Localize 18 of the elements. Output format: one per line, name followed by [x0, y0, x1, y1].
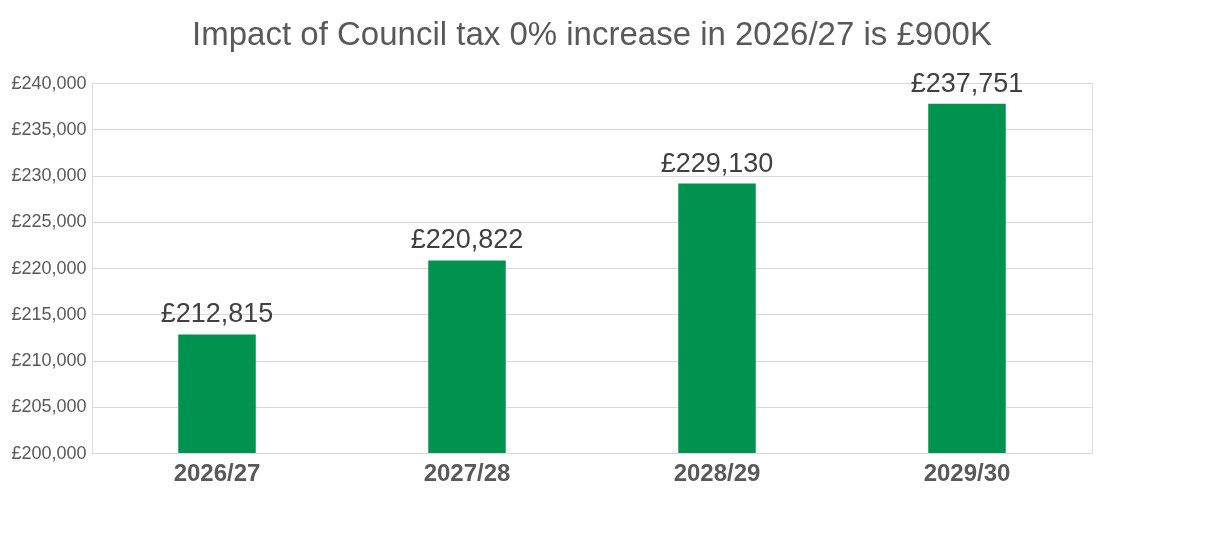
data-label: £220,822 — [410, 224, 524, 255]
data-label: £229,130 — [660, 147, 774, 178]
x-tick-label: 2028/29 — [673, 458, 761, 486]
y-tick-label: £210,000 — [11, 350, 87, 370]
y-tick-label: £225,000 — [11, 211, 87, 232]
x-tick-label: 2026/27 — [173, 458, 261, 486]
y-tick-label: £215,000 — [11, 303, 87, 324]
x-tick-label: 2027/28 — [423, 458, 511, 486]
chart-title: Impact of Council tax 0% increase in 2026/27 is £900K — [192, 14, 992, 52]
data-label: £212,815 — [160, 298, 274, 329]
data-label: £237,751 — [910, 67, 1024, 98]
y-tick-label: £220,000 — [11, 257, 87, 278]
y-tick-label: £200,000 — [11, 442, 87, 463]
y-tick-label: £205,000 — [11, 396, 87, 417]
y-tick-label: £230,000 — [11, 165, 87, 185]
y-tick-label: £240,000 — [11, 72, 87, 93]
y-tick-label: £235,000 — [11, 118, 87, 139]
x-tick-label: 2029/30 — [923, 458, 1011, 486]
